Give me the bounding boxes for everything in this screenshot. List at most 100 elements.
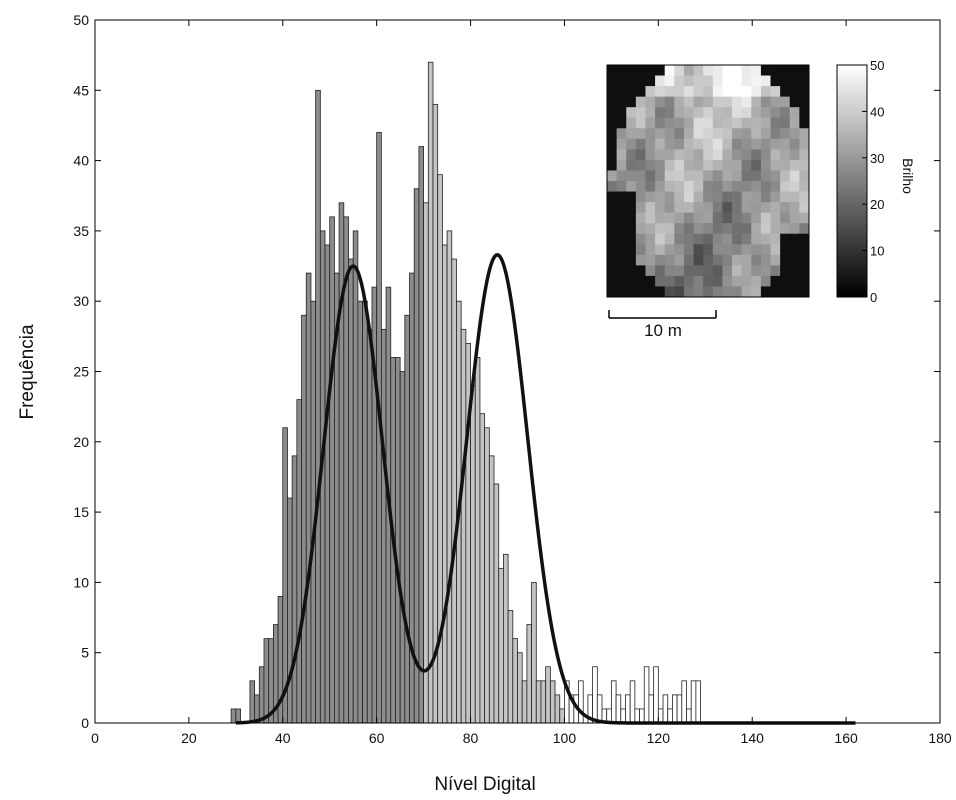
brightness-pixel <box>799 128 810 140</box>
brightness-pixel <box>693 107 704 119</box>
histogram-bar <box>634 708 640 724</box>
brightness-pixel <box>607 96 618 108</box>
brightness-pixel <box>703 181 714 192</box>
histogram-bar <box>507 610 514 724</box>
brightness-pixel <box>722 107 733 119</box>
brightness-pixel <box>616 75 627 87</box>
brightness-pixel <box>760 138 771 150</box>
brightness-pixel <box>712 138 723 150</box>
histogram-bar <box>559 708 565 724</box>
brightness-pixel <box>655 286 666 298</box>
brightness-pixel <box>645 254 656 266</box>
y-tick-label: 0 <box>81 715 89 731</box>
brightness-pixel <box>770 170 781 182</box>
brightness-pixel <box>645 159 656 171</box>
histogram-bar <box>380 328 387 724</box>
y-tick-label: 5 <box>81 645 89 661</box>
brightness-pixel <box>655 128 666 140</box>
histogram-bar <box>291 455 298 724</box>
brightness-pixel <box>751 159 762 171</box>
colorbar-tick-label: 20 <box>870 197 884 212</box>
colorbar-tick-label: 10 <box>870 244 884 259</box>
histogram-bar <box>667 708 673 724</box>
brightness-pixel <box>607 254 618 266</box>
brightness-pixel <box>712 181 723 192</box>
brightness-pixel <box>780 212 791 224</box>
brightness-pixel <box>693 170 704 182</box>
histogram-bar <box>258 666 265 724</box>
brightness-pixel <box>626 170 637 182</box>
brightness-pixel <box>664 244 675 256</box>
brightness-pixel <box>664 265 675 277</box>
brightness-pixel <box>760 65 771 76</box>
brightness-pixel <box>655 254 666 266</box>
brightness-pixel <box>732 223 743 235</box>
brightness-pixel <box>741 107 752 119</box>
brightness-pixel <box>770 149 781 161</box>
brightness-pixel <box>626 75 637 87</box>
brightness-pixel <box>789 149 800 161</box>
brightness-pixel <box>722 212 733 224</box>
brightness-pixel <box>751 138 762 150</box>
brightness-pixel <box>703 128 714 140</box>
brightness-pixel <box>760 223 771 235</box>
brightness-pixel <box>674 138 685 150</box>
brightness-pixel <box>770 265 781 277</box>
brightness-pixel <box>645 86 656 98</box>
colorbar-label: Brilho <box>900 158 916 194</box>
brightness-pixel <box>789 233 800 245</box>
brightness-pixel <box>712 117 723 129</box>
brightness-pixel <box>789 244 800 256</box>
histogram-bar <box>305 272 312 724</box>
brightness-pixel <box>770 181 781 192</box>
brightness-pixel <box>799 223 810 235</box>
brightness-pixel <box>655 107 666 119</box>
histogram-bar <box>625 694 631 724</box>
brightness-pixel <box>645 128 656 140</box>
brightness-pixel <box>607 86 618 98</box>
histogram-bar <box>662 694 669 724</box>
brightness-pixel <box>616 96 627 108</box>
brightness-pixel <box>780 275 791 287</box>
y-tick-label: 20 <box>73 434 89 450</box>
brightness-pixel <box>674 286 685 298</box>
brightness-pixel <box>760 265 771 277</box>
brightness-pixel <box>693 96 704 108</box>
brightness-pixel <box>635 86 646 98</box>
brightness-pixel <box>732 233 743 245</box>
histogram-bar <box>521 680 528 724</box>
brightness-pixel <box>674 117 685 129</box>
brightness-pixel <box>703 212 714 224</box>
brightness-pixel <box>626 286 637 298</box>
brightness-map <box>607 65 810 298</box>
histogram-bar <box>540 680 547 724</box>
histogram-bar <box>657 708 664 724</box>
brightness-pixel <box>741 244 752 256</box>
inset-image: 10 m <box>606 64 810 340</box>
brightness-pixel <box>712 128 723 140</box>
brightness-pixel <box>751 75 762 87</box>
brightness-pixel <box>626 181 637 192</box>
histogram-bar <box>549 680 556 724</box>
brightness-pixel <box>760 254 771 266</box>
brightness-pixel <box>693 128 704 140</box>
histogram-bar <box>348 258 354 724</box>
brightness-pixel <box>751 275 762 287</box>
histogram-bar <box>282 427 288 724</box>
brightness-pixel <box>741 138 752 150</box>
histogram-bar <box>512 638 518 724</box>
histogram-bar <box>404 314 410 724</box>
brightness-pixel <box>607 75 618 87</box>
histogram-bar <box>427 61 434 724</box>
brightness-pixel <box>683 202 694 214</box>
brightness-pixel <box>760 107 771 119</box>
brightness-pixel <box>780 107 791 119</box>
histogram-bar <box>352 230 359 724</box>
histogram-bar <box>639 708 645 724</box>
brightness-pixel <box>751 65 762 76</box>
brightness-pixel <box>674 265 685 277</box>
brightness-pixel <box>703 254 714 266</box>
x-tick-label: 180 <box>928 730 952 746</box>
brightness-pixel <box>703 107 714 119</box>
brightness-pixel <box>645 75 656 87</box>
